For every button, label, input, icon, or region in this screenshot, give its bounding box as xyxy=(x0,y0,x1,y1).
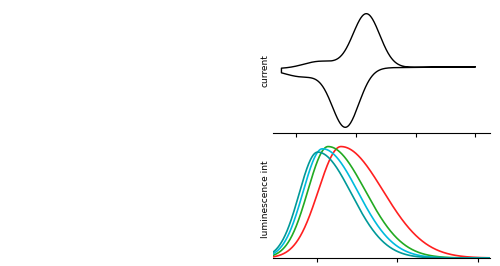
Y-axis label: luminescence int: luminescence int xyxy=(260,161,270,238)
X-axis label: potential [V]: potential [V] xyxy=(353,154,410,163)
Y-axis label: current: current xyxy=(260,54,270,87)
